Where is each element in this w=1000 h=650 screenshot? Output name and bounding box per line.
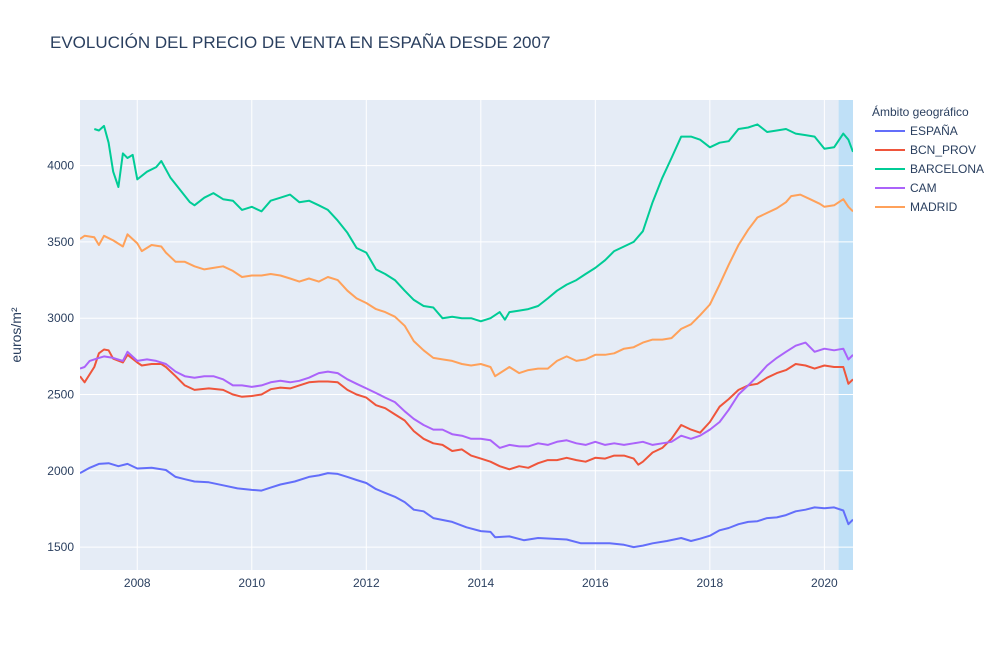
- highlight-band-layer: [838, 100, 853, 570]
- x-axis-ticks: 2008 2010 2012 2014 2016 2018 2020: [124, 576, 838, 590]
- legend-item-cam[interactable]: CAM: [875, 181, 937, 195]
- legend-item-barcelona[interactable]: BARCELONA: [875, 162, 984, 176]
- y-tick-label: 3500: [47, 235, 74, 249]
- x-tick-label: 2008: [124, 576, 151, 590]
- legend-item-madrid[interactable]: MADRID: [875, 200, 958, 214]
- series-layer: [80, 123, 853, 549]
- x-tick-label: 2020: [811, 576, 838, 590]
- legend-item-bcn-prov[interactable]: BCN_PROV: [875, 143, 976, 157]
- highlight-band: [838, 100, 853, 570]
- x-tick-label: 2018: [697, 576, 724, 590]
- x-tick-label: 2014: [467, 576, 494, 590]
- y-tick-label: 2000: [47, 464, 74, 478]
- y-axis-title: euros/m²: [8, 307, 24, 363]
- legend-item-espa-a[interactable]: ESPAÑA: [875, 124, 958, 138]
- plot-area: [80, 100, 853, 570]
- legend-label: CAM: [910, 181, 937, 195]
- series-line-madrid[interactable]: [80, 193, 853, 378]
- y-tick-label: 1500: [47, 540, 74, 554]
- legend-label: BARCELONA: [910, 162, 984, 176]
- legend-label: BCN_PROV: [910, 143, 976, 157]
- grid-layer: [80, 100, 853, 570]
- legend[interactable]: Ámbito geográfico ESPAÑA BCN_PROV BARCELON…: [872, 104, 984, 214]
- x-tick-label: 2012: [353, 576, 380, 590]
- x-tick-label: 2010: [238, 576, 265, 590]
- x-tick-label: 2016: [582, 576, 609, 590]
- series-line-bcn-prov[interactable]: [80, 348, 853, 471]
- y-tick-label: 4000: [47, 159, 74, 173]
- legend-title: Ámbito geográfico: [872, 104, 969, 119]
- chart-title: EVOLUCIÓN DEL PRECIO DE VENTA EN ESPAÑA …: [50, 33, 551, 52]
- legend-label: ESPAÑA: [910, 124, 958, 138]
- y-tick-label: 3000: [47, 311, 74, 325]
- y-tick-label: 2500: [47, 388, 74, 402]
- series-line-espa-a[interactable]: [80, 462, 853, 549]
- legend-label: MADRID: [910, 200, 958, 214]
- series-line-cam[interactable]: [80, 341, 853, 449]
- series-line-barcelona[interactable]: [93, 123, 853, 323]
- y-axis-ticks: 1500 2000 2500 3000 3500 4000: [47, 159, 74, 554]
